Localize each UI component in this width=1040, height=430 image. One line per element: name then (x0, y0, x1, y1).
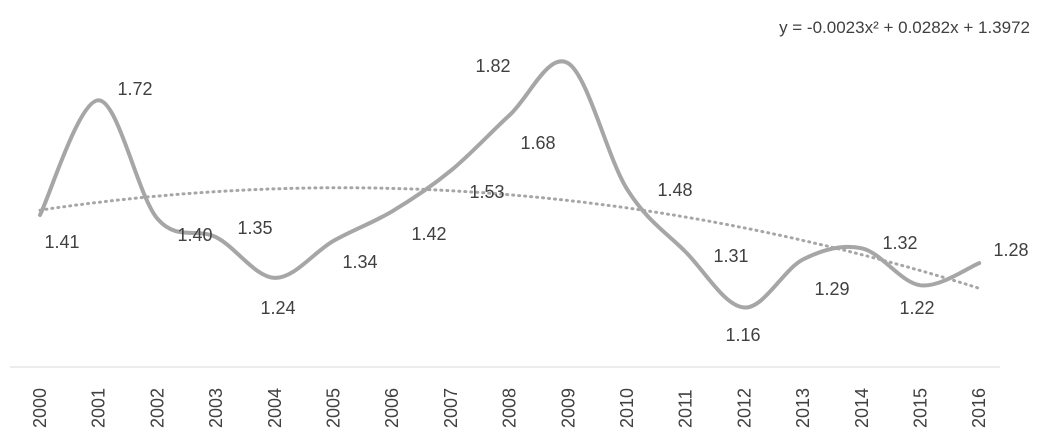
data-label-2002: 1.40 (177, 225, 212, 245)
x-tick-label-2013: 2013 (793, 388, 813, 428)
x-tick-label-2007: 2007 (441, 388, 461, 428)
x-tick-label-2016: 2016 (969, 388, 989, 428)
trendline-equation: y = -0.0023x² + 0.0282x + 1.3972 (779, 18, 1030, 37)
x-tick-label-2005: 2005 (324, 388, 344, 428)
x-tick-label-2004: 2004 (265, 388, 285, 428)
data-label-2014: 1.32 (882, 233, 917, 253)
x-tick-label-2015: 2015 (911, 388, 931, 428)
x-tick-label-2010: 2010 (617, 388, 637, 428)
data-label-2004: 1.24 (260, 298, 295, 318)
data-label-2008: 1.68 (520, 133, 555, 153)
data-label-2000: 1.41 (44, 232, 79, 252)
x-tick-label-2006: 2006 (382, 388, 402, 428)
data-label-2015: 1.22 (899, 298, 934, 318)
trendline (38, 186, 981, 290)
x-tick-label-2012: 2012 (734, 388, 754, 428)
data-label-2012: 1.16 (725, 325, 760, 345)
data-label-2006: 1.42 (411, 224, 446, 244)
x-tick-label-2002: 2002 (147, 388, 167, 428)
series-line (38, 59, 982, 310)
data-label-2010: 1.48 (657, 180, 692, 200)
data-label-2005: 1.34 (342, 252, 377, 272)
data-label-2013: 1.29 (814, 279, 849, 299)
x-tick-label-2008: 2008 (500, 388, 520, 428)
data-label-2001: 1.72 (117, 79, 152, 99)
x-tick-label-2011: 2011 (676, 389, 696, 428)
data-label-2007: 1.53 (469, 182, 504, 202)
data-label-2009: 1.82 (475, 56, 510, 76)
x-tick-label-2014: 2014 (852, 388, 872, 428)
x-tick-label-2009: 2009 (558, 388, 578, 428)
data-label-2016: 1.28 (993, 240, 1028, 260)
x-tick-label-2000: 2000 (30, 388, 50, 428)
data-label-2011: 1.31 (713, 246, 748, 266)
data-label-2003: 1.35 (237, 218, 272, 238)
x-tick-label-2001: 2001 (89, 388, 109, 428)
x-tick-label-2003: 2003 (206, 388, 226, 428)
